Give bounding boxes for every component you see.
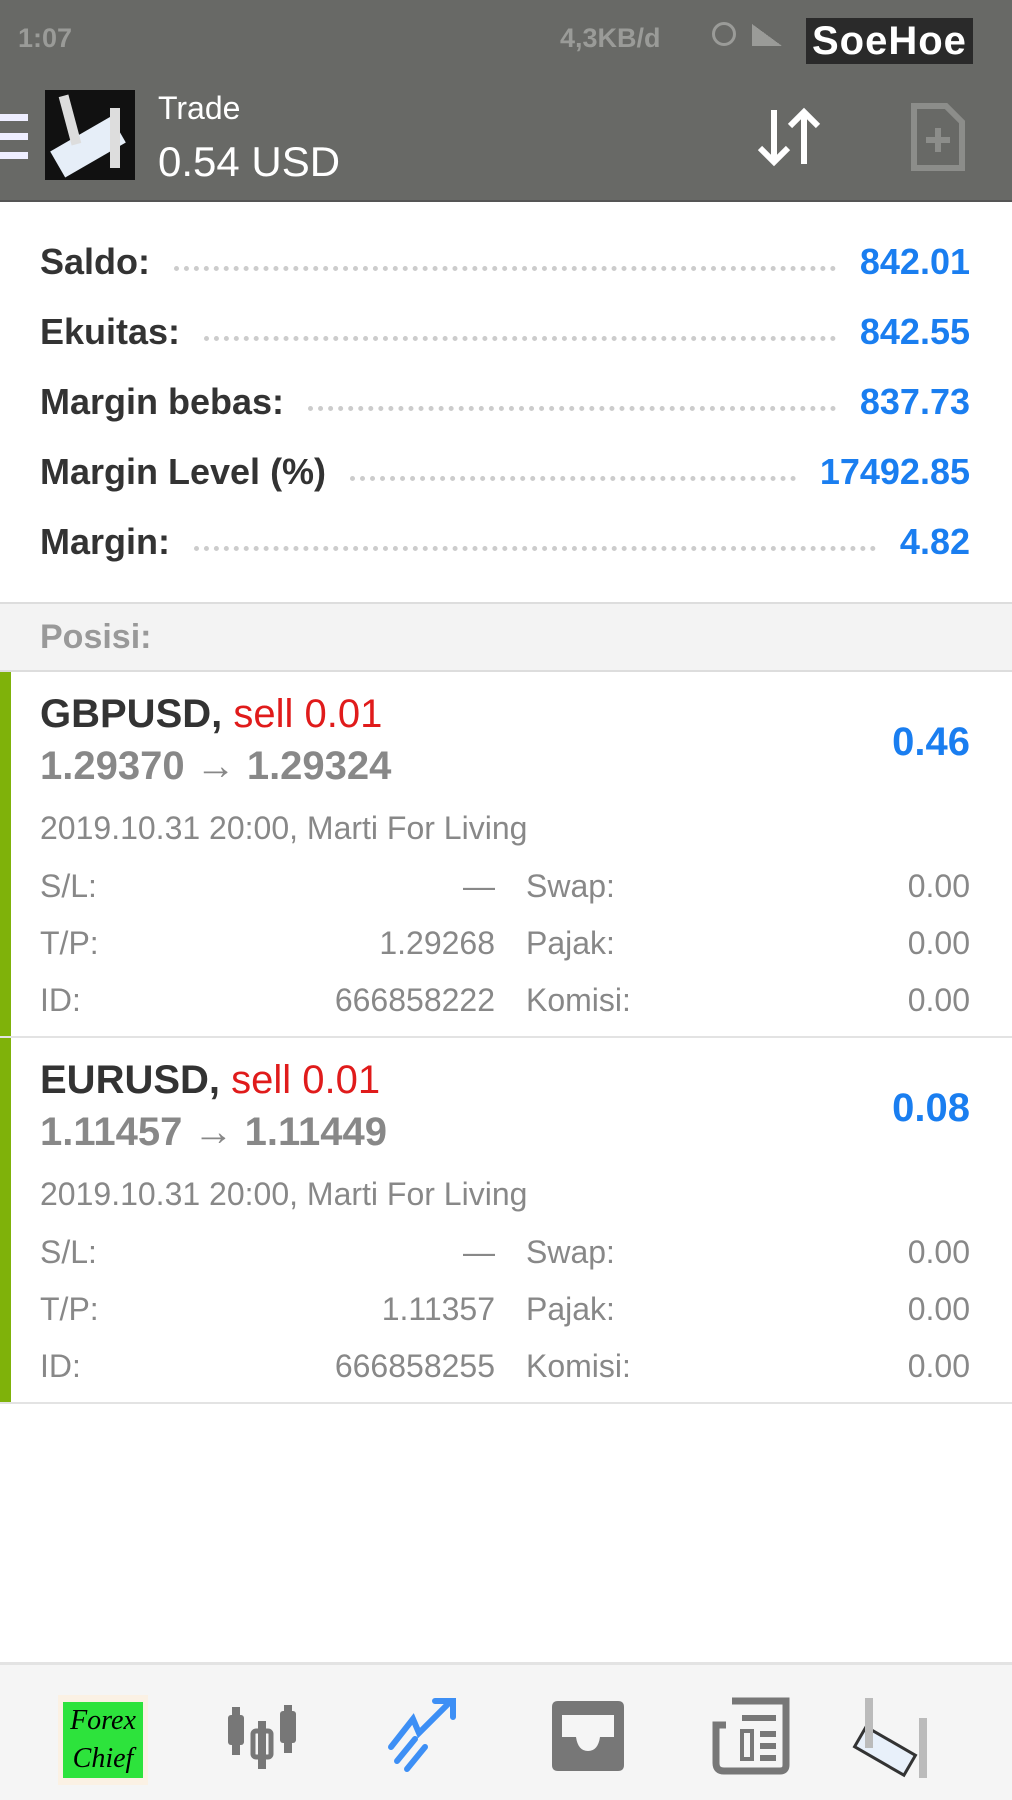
network-speed: 4,3KB/d <box>560 23 661 53</box>
detail-value: 1.11357 <box>381 1291 495 1327</box>
quotes-candlestick-icon[interactable] <box>222 1695 302 1775</box>
margin-level-value: 17492.85 <box>819 451 970 492</box>
detail-value: 1.29268 <box>379 925 495 961</box>
margin-label: Margin: <box>40 521 170 562</box>
detail-label: Komisi: <box>526 1348 631 1384</box>
detail-value: 0.00 <box>907 982 970 1018</box>
position-open-time: 2019.10.31 20:00, Marti For Living <box>40 810 528 846</box>
account-row-margin: Margin: 4.82 <box>40 507 970 577</box>
position-side: sell 0.01 <box>233 692 383 736</box>
position-prices: 1.11457 → 1.11449 <box>40 1110 387 1154</box>
balance-value: 842.01 <box>859 241 970 282</box>
detail-label: T/P: <box>40 925 99 961</box>
file-plus-icon[interactable] <box>910 102 966 172</box>
position-profit: 0.46 <box>892 720 970 764</box>
equity-value: 842.55 <box>859 311 970 352</box>
top-bar: Trade 0.54 USD <box>0 80 1012 202</box>
detail-label: Komisi: <box>526 982 631 1018</box>
margin-level-label: Margin Level (%) <box>40 451 327 492</box>
position-detail-row: ID: 666858255 Komisi: 0.00 <box>40 1346 970 1402</box>
signal-icon <box>752 24 782 46</box>
detail-value: — <box>463 1234 495 1270</box>
detail-label: ID: <box>40 982 81 1018</box>
alarm-icon <box>712 22 736 46</box>
detail-label: Pajak: <box>526 925 615 961</box>
forex-chief-logo-text: Forex Chief <box>63 1702 143 1778</box>
detail-label: Pajak: <box>526 1291 615 1327</box>
position-detail-row: ID: 666858222 Komisi: 0.00 <box>40 980 970 1036</box>
position-item[interactable]: GBPUSD, sell 0.01 1.29370 → 1.29324 0.46… <box>0 672 1012 1038</box>
floating-profit: 0.54 USD <box>158 138 341 185</box>
free-margin-value: 837.73 <box>859 381 970 422</box>
detail-value: 0.00 <box>907 1291 970 1327</box>
history-inbox-icon[interactable] <box>548 1695 628 1775</box>
forex-chief-logo[interactable]: Forex Chief <box>58 1695 148 1785</box>
detail-label: S/L: <box>40 1234 97 1270</box>
status-time: 1:07 <box>18 23 73 53</box>
balance-label: Saldo: <box>40 241 151 282</box>
position-detail-row: T/P: 1.29268 Pajak: 0.00 <box>40 923 970 979</box>
position-detail-row: S/L: — Swap: 0.00 <box>40 866 970 922</box>
detail-label: Swap: <box>526 1234 615 1270</box>
detail-value: 0.00 <box>907 868 970 904</box>
news-icon[interactable] <box>712 1695 792 1775</box>
position-side-bar <box>0 1038 11 1402</box>
position-side: sell 0.01 <box>231 1058 381 1102</box>
position-item[interactable]: EURUSD, sell 0.01 1.11457 → 1.11449 0.08… <box>0 1038 1012 1404</box>
detail-value: 0.00 <box>907 1234 970 1270</box>
position-prices: 1.29370 → 1.29324 <box>40 744 392 788</box>
detail-value: 0.00 <box>907 1348 970 1384</box>
account-row-equity: Ekuitas: 842.55 <box>40 297 970 367</box>
position-symbol: EURUSD, <box>40 1058 221 1102</box>
margin-value: 4.82 <box>899 521 970 562</box>
position-profit: 0.08 <box>892 1086 970 1130</box>
position-symbol: GBPUSD, <box>40 692 223 736</box>
detail-value: 666858222 <box>334 982 495 1018</box>
detail-value: — <box>463 868 495 904</box>
detail-value: 666858255 <box>334 1348 495 1384</box>
bottom-nav: Forex Chief <box>0 1662 1012 1800</box>
sort-arrows-icon[interactable] <box>752 102 828 172</box>
positions-header: Posisi: <box>0 602 1012 672</box>
detail-label: ID: <box>40 1348 81 1384</box>
detail-label: Swap: <box>526 868 615 904</box>
account-avatar[interactable] <box>45 90 135 180</box>
account-row-margin-level: Margin Level (%) 17492.85 <box>40 437 970 507</box>
hamburger-icon[interactable] <box>0 114 28 160</box>
detail-label: T/P: <box>40 1291 99 1327</box>
page-title: Trade <box>158 90 241 126</box>
trade-trend-icon[interactable] <box>385 1695 465 1775</box>
detail-value: 0.00 <box>907 925 970 961</box>
position-detail-row: T/P: 1.11357 Pajak: 0.00 <box>40 1289 970 1345</box>
watermark-logo: SoeHoe <box>806 18 973 64</box>
position-side-bar <box>0 672 11 1036</box>
position-open-time: 2019.10.31 20:00, Marti For Living <box>40 1176 528 1212</box>
detail-label: S/L: <box>40 868 97 904</box>
position-detail-row: S/L: — Swap: 0.00 <box>40 1232 970 1288</box>
free-margin-label: Margin bebas: <box>40 381 285 422</box>
equity-label: Ekuitas: <box>40 311 181 352</box>
account-row-balance: Saldo: 842.01 <box>40 227 970 297</box>
settings-avatar-icon[interactable] <box>848 1695 940 1787</box>
status-bar: 1:07 4,3KB/d SoeHoe <box>0 0 1012 80</box>
account-row-free-margin: Margin bebas: 837.73 <box>40 367 970 437</box>
